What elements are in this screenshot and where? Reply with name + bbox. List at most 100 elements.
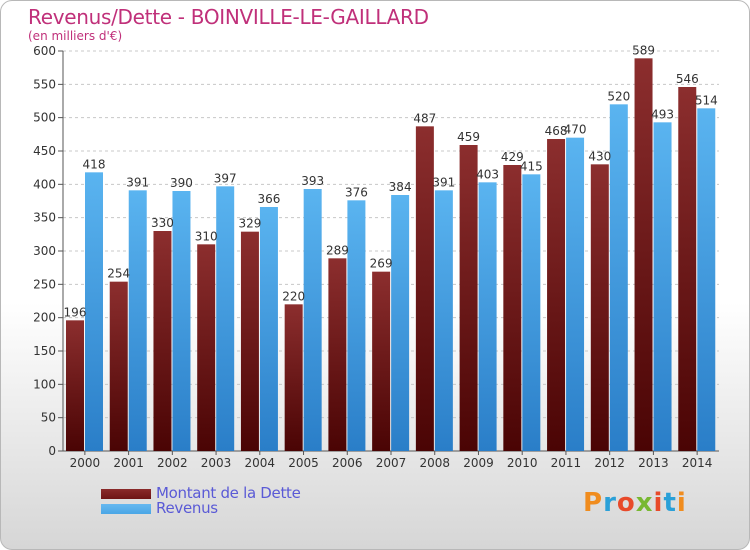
logo-letter: r bbox=[603, 488, 617, 518]
bar-revenus bbox=[128, 190, 147, 452]
bar-dette bbox=[459, 145, 478, 451]
bar-revenus bbox=[522, 174, 541, 452]
data-label-dette: 546 bbox=[676, 72, 699, 86]
data-label-dette: 254 bbox=[107, 267, 130, 281]
data-label-dette: 220 bbox=[282, 289, 305, 303]
data-label-revenus: 393 bbox=[301, 174, 324, 188]
y-tick-label: 50 bbox=[41, 411, 56, 425]
x-tick-label: 2013 bbox=[638, 456, 669, 470]
bar-dette bbox=[109, 281, 128, 451]
data-label-dette: 196 bbox=[64, 305, 87, 319]
data-label-revenus: 397 bbox=[214, 171, 237, 185]
x-tick-label: 2009 bbox=[463, 456, 494, 470]
bar-dette bbox=[678, 87, 697, 451]
logo-letter: o bbox=[616, 488, 636, 518]
y-tick-label: 450 bbox=[33, 144, 56, 158]
data-label-revenus: 493 bbox=[651, 107, 674, 121]
y-tick-label: 0 bbox=[48, 444, 56, 458]
data-label-revenus: 520 bbox=[607, 89, 630, 103]
x-tick-label: 2003 bbox=[201, 456, 232, 470]
data-label-dette: 468 bbox=[545, 124, 568, 138]
bar-dette bbox=[153, 231, 172, 451]
y-tick-label: 100 bbox=[33, 377, 56, 391]
data-label-dette: 329 bbox=[238, 217, 261, 231]
data-label-revenus: 403 bbox=[476, 167, 499, 181]
data-label-revenus: 391 bbox=[432, 175, 455, 189]
x-tick-label: 2001 bbox=[113, 456, 144, 470]
bar-revenus bbox=[85, 172, 103, 452]
bar-dette bbox=[415, 126, 434, 451]
logo-letter: x bbox=[635, 488, 654, 518]
y-tick-label: 150 bbox=[33, 344, 56, 358]
bar-dette bbox=[240, 231, 259, 451]
data-label-revenus: 366 bbox=[257, 192, 280, 206]
logo-letter: t bbox=[663, 488, 677, 518]
bar-revenus bbox=[259, 207, 278, 451]
y-tick-label: 550 bbox=[33, 77, 56, 91]
bar-dette bbox=[284, 304, 303, 451]
bar-revenus bbox=[697, 108, 716, 451]
x-tick-label: 2014 bbox=[682, 456, 713, 470]
x-tick-label: 2006 bbox=[332, 456, 363, 470]
logo-letter: P bbox=[583, 488, 604, 518]
data-label-revenus: 390 bbox=[170, 176, 193, 190]
x-tick-label: 2002 bbox=[157, 456, 188, 470]
bar-revenus bbox=[216, 186, 235, 452]
data-label-revenus: 391 bbox=[126, 175, 149, 189]
bar-dette bbox=[634, 58, 653, 451]
y-tick-label: 400 bbox=[33, 177, 56, 191]
bar-revenus bbox=[434, 190, 453, 452]
legend-label-revenus: Revenus bbox=[156, 499, 218, 517]
bar-dette bbox=[328, 258, 347, 451]
data-label-dette: 487 bbox=[413, 111, 436, 125]
bar-revenus bbox=[391, 195, 410, 451]
data-label-dette: 330 bbox=[151, 216, 174, 230]
chart-subtitle: (en milliers d'€) bbox=[28, 29, 123, 43]
x-tick-label: 2000 bbox=[70, 456, 101, 470]
y-tick-label: 500 bbox=[33, 111, 56, 125]
legend-swatch-dette bbox=[101, 489, 151, 499]
y-tick-label: 350 bbox=[33, 211, 56, 225]
legend-label-dette: Montant de la Dette bbox=[156, 484, 301, 502]
logo-letter: i bbox=[676, 488, 687, 518]
data-label-revenus: 376 bbox=[345, 185, 368, 199]
data-label-dette: 429 bbox=[501, 150, 524, 164]
x-tick-label: 2005 bbox=[288, 456, 319, 470]
y-tick-label: 200 bbox=[33, 311, 56, 325]
bar-dette bbox=[590, 164, 609, 452]
x-tick-label: 2004 bbox=[245, 456, 276, 470]
bar-revenus bbox=[478, 182, 497, 452]
bar-dette bbox=[372, 271, 391, 451]
bar-dette bbox=[66, 320, 84, 451]
data-label-dette: 589 bbox=[632, 43, 655, 57]
y-tick-label: 600 bbox=[33, 44, 56, 58]
chart-title: Revenus/Dette - BOINVILLE-LE-GAILLARD bbox=[28, 5, 429, 29]
data-label-revenus: 418 bbox=[83, 157, 106, 171]
bar-revenus bbox=[172, 191, 191, 451]
logo-letter: i bbox=[653, 488, 664, 518]
bar-revenus bbox=[609, 104, 628, 451]
x-tick-label: 2010 bbox=[507, 456, 538, 470]
bar-revenus bbox=[347, 200, 366, 451]
bar-revenus bbox=[653, 122, 672, 451]
bar-dette bbox=[547, 139, 566, 451]
x-tick-label: 2012 bbox=[594, 456, 625, 470]
proxiti-logo: Proxiti bbox=[583, 488, 687, 518]
bar-dette bbox=[197, 244, 216, 451]
data-label-dette: 430 bbox=[588, 149, 611, 163]
bar-revenus bbox=[566, 137, 585, 451]
data-label-revenus: 514 bbox=[695, 93, 718, 107]
data-label-revenus: 415 bbox=[520, 159, 543, 173]
x-tick-label: 2008 bbox=[419, 456, 450, 470]
data-label-revenus: 384 bbox=[389, 180, 412, 194]
data-label-dette: 269 bbox=[370, 257, 393, 271]
bar-dette bbox=[503, 165, 522, 451]
data-label-revenus: 470 bbox=[564, 123, 587, 137]
y-tick-label: 250 bbox=[33, 277, 56, 291]
x-tick-label: 2011 bbox=[551, 456, 582, 470]
x-tick-label: 2007 bbox=[376, 456, 407, 470]
data-label-dette: 459 bbox=[457, 130, 480, 144]
bar-revenus bbox=[303, 189, 322, 451]
